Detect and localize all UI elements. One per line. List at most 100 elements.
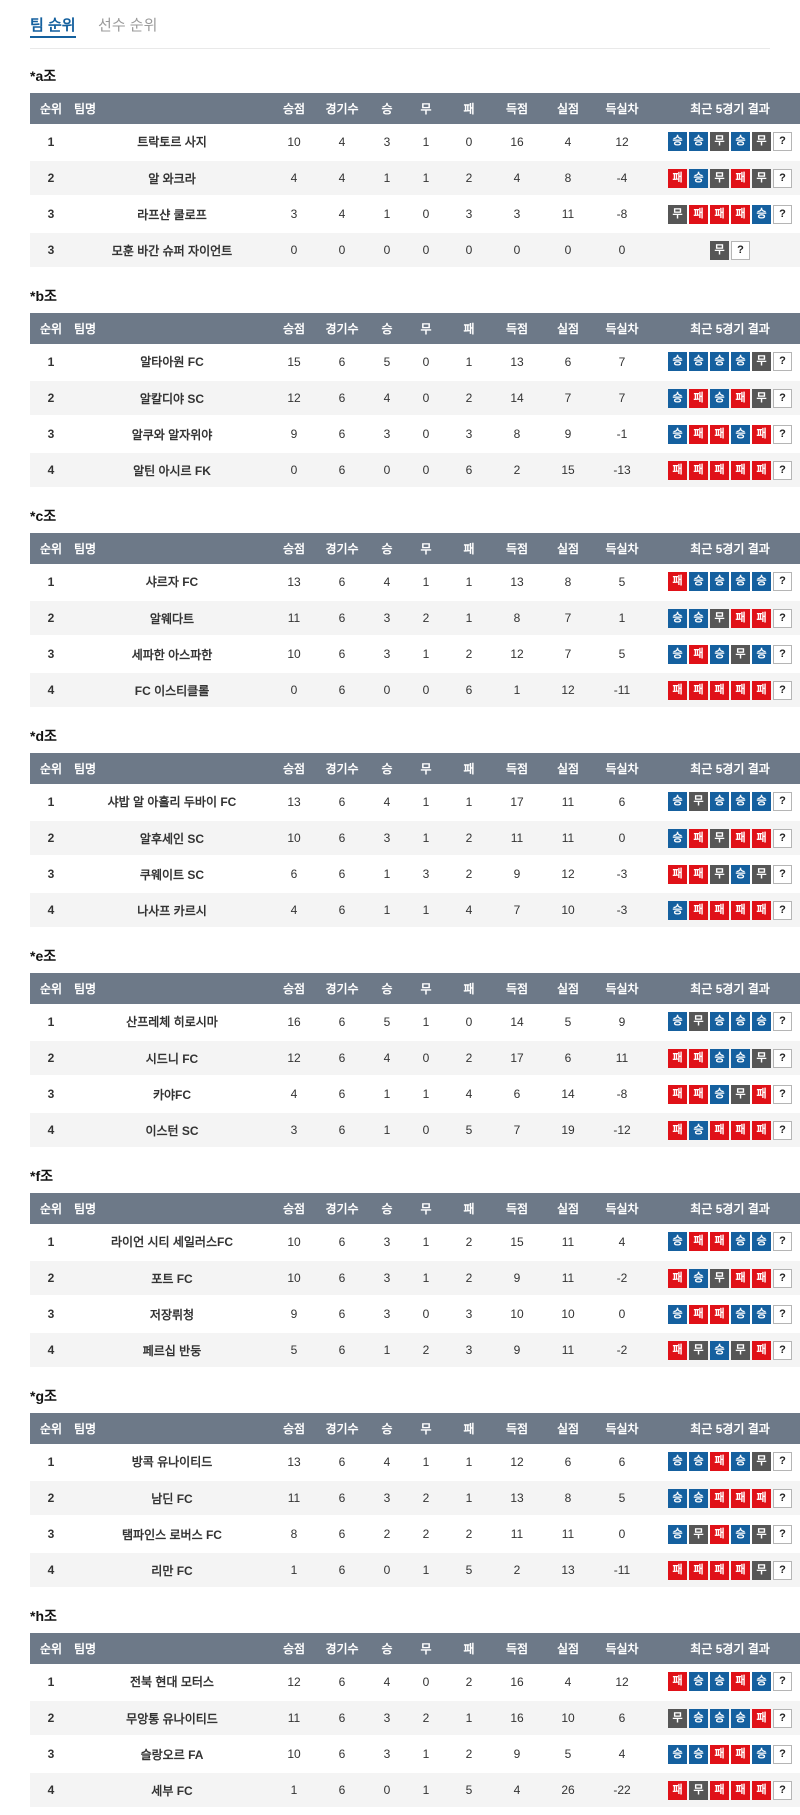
loss-badge: 패 (668, 1084, 687, 1104)
stat-cell: 6 (316, 600, 368, 637)
stat-cell: 9 (594, 1004, 650, 1041)
table-row: 4 리만 FC 1 6 0 1 5 2 13 -11 패 패 패 패 무? (30, 1552, 800, 1589)
column-header: 승점 (272, 1633, 316, 1664)
stat-cell: 4 (368, 564, 406, 601)
stat-cell: 11 (272, 1480, 316, 1517)
stat-cell: 7 (492, 1112, 542, 1149)
stat-cell: 1 (368, 1076, 406, 1113)
stat-cell: 6 (316, 672, 368, 709)
column-header: 득실차 (594, 1193, 650, 1224)
draw-badge: 무 (752, 1452, 771, 1471)
column-header: 득점 (492, 973, 542, 1004)
win-badge: 승 (668, 1232, 687, 1251)
win-badge: 승 (668, 644, 687, 664)
recent-results-cell: 승 패 승 무 승? (650, 636, 800, 673)
column-header: 최근 5경기 결과 (650, 753, 800, 784)
loss-badge: 패 (668, 1120, 687, 1140)
column-header: 패 (446, 1633, 492, 1664)
stat-cell: 6 (316, 784, 368, 821)
stat-cell: 1 (406, 1772, 446, 1809)
column-header: 득점 (492, 753, 542, 784)
upcoming-badge: ? (773, 1560, 792, 1580)
table-row: 1 트락토르 사지 10 4 3 1 0 16 4 12 승 승 무 승 무? (30, 124, 800, 161)
stat-cell: 4 (272, 892, 316, 929)
column-header: 승점 (272, 93, 316, 124)
upcoming-badge: ? (773, 1524, 792, 1544)
tab-player-ranking[interactable]: 선수 순위 (98, 17, 158, 34)
win-badge: 승 (668, 1524, 687, 1544)
recent-results-cell: 패 패 무 승 무? (650, 856, 800, 893)
table-row: 3 저장뤼청 9 6 3 0 3 10 10 0 승 패 패 승 승? (30, 1296, 800, 1333)
loss-badge: 패 (710, 1120, 729, 1140)
win-badge: 승 (731, 1304, 750, 1324)
rank-cell: 2 (30, 820, 72, 857)
stat-cell: 0 (368, 232, 406, 269)
stat-cell: 6 (316, 1112, 368, 1149)
win-badge: 승 (668, 828, 687, 848)
recent-badges: 승 승 패 승 무? (652, 1452, 800, 1471)
stat-cell: 4 (594, 1736, 650, 1773)
draw-badge: 무 (731, 1340, 750, 1360)
stat-cell: 1 (406, 1444, 446, 1481)
loss-badge: 패 (752, 1120, 771, 1140)
recent-results-cell: 승 패 승 패 무? (650, 380, 800, 417)
rank-cell: 3 (30, 856, 72, 893)
recent-results-cell: 패 패 패 패 무? (650, 1552, 800, 1589)
recent-badges: 무? (652, 240, 800, 260)
recent-results-cell: 승 무 승 승 승? (650, 784, 800, 821)
loss-badge: 패 (689, 1084, 708, 1104)
stat-cell: 1 (594, 600, 650, 637)
win-badge: 승 (710, 644, 729, 664)
stat-cell: 5 (594, 636, 650, 673)
draw-badge: 무 (710, 240, 729, 260)
loss-badge: 패 (752, 608, 771, 628)
rank-cell: 1 (30, 1444, 72, 1481)
stat-cell: 16 (492, 1700, 542, 1737)
table-row: 3 세파한 아스파한 10 6 3 1 2 12 7 5 승 패 승 무 승? (30, 636, 800, 673)
rank-cell: 4 (30, 1332, 72, 1369)
stat-cell: -8 (594, 1076, 650, 1113)
loss-badge: 패 (668, 680, 687, 700)
recent-results-cell: 패 패 승 무 패? (650, 1076, 800, 1113)
stat-cell: 1 (446, 1444, 492, 1481)
win-badge: 승 (752, 1744, 771, 1764)
column-header: 경기수 (316, 93, 368, 124)
stat-cell: 2 (446, 856, 492, 893)
tab-team-ranking[interactable]: 팀 순위 (30, 14, 76, 38)
stat-cell: 4 (542, 1664, 594, 1701)
draw-badge: 무 (752, 1524, 771, 1544)
upcoming-badge: ? (773, 1780, 792, 1800)
loss-badge: 패 (689, 828, 708, 848)
stat-cell: 6 (316, 416, 368, 453)
column-header: 승점 (272, 313, 316, 344)
stat-cell: 4 (272, 160, 316, 197)
team-name-cell: 시드니 FC (72, 1040, 272, 1077)
upcoming-badge: ? (773, 900, 792, 920)
stat-cell: 4 (368, 1040, 406, 1077)
column-header: 득실차 (594, 533, 650, 564)
group-title: *g조 (30, 1388, 57, 1404)
rank-cell: 1 (30, 784, 72, 821)
draw-badge: 무 (752, 388, 771, 408)
stat-cell: 6 (594, 1444, 650, 1481)
stat-cell: 2 (492, 452, 542, 489)
stat-cell: 0 (594, 1516, 650, 1553)
column-header: 승점 (272, 1413, 316, 1444)
table-row: 2 포트 FC 10 6 3 1 2 9 11 -2 패 승 무 패 패? (30, 1260, 800, 1297)
stat-cell: 6 (316, 1260, 368, 1297)
stat-cell: 1 (446, 784, 492, 821)
stat-cell: 2 (406, 1332, 446, 1369)
group-title: *b조 (30, 288, 57, 304)
stat-cell: 10 (272, 124, 316, 161)
table-row: 3 라프샨 쿨로프 3 4 1 0 3 3 11 -8 무 패 패 패 승? (30, 196, 800, 233)
win-badge: 승 (731, 1232, 750, 1251)
team-name-cell: 모훈 바간 슈퍼 자이언트 (72, 232, 272, 269)
stat-cell: 0 (272, 232, 316, 269)
loss-badge: 패 (710, 1560, 729, 1580)
rank-cell: 2 (30, 160, 72, 197)
upcoming-badge: ? (773, 572, 792, 591)
table-row: 2 알칼디야 SC 12 6 4 0 2 14 7 7 승 패 승 패 무? (30, 380, 800, 417)
column-header: 승점 (272, 973, 316, 1004)
stat-cell: 4 (492, 1772, 542, 1809)
team-name-cell: FC 이스티클롤 (72, 672, 272, 709)
